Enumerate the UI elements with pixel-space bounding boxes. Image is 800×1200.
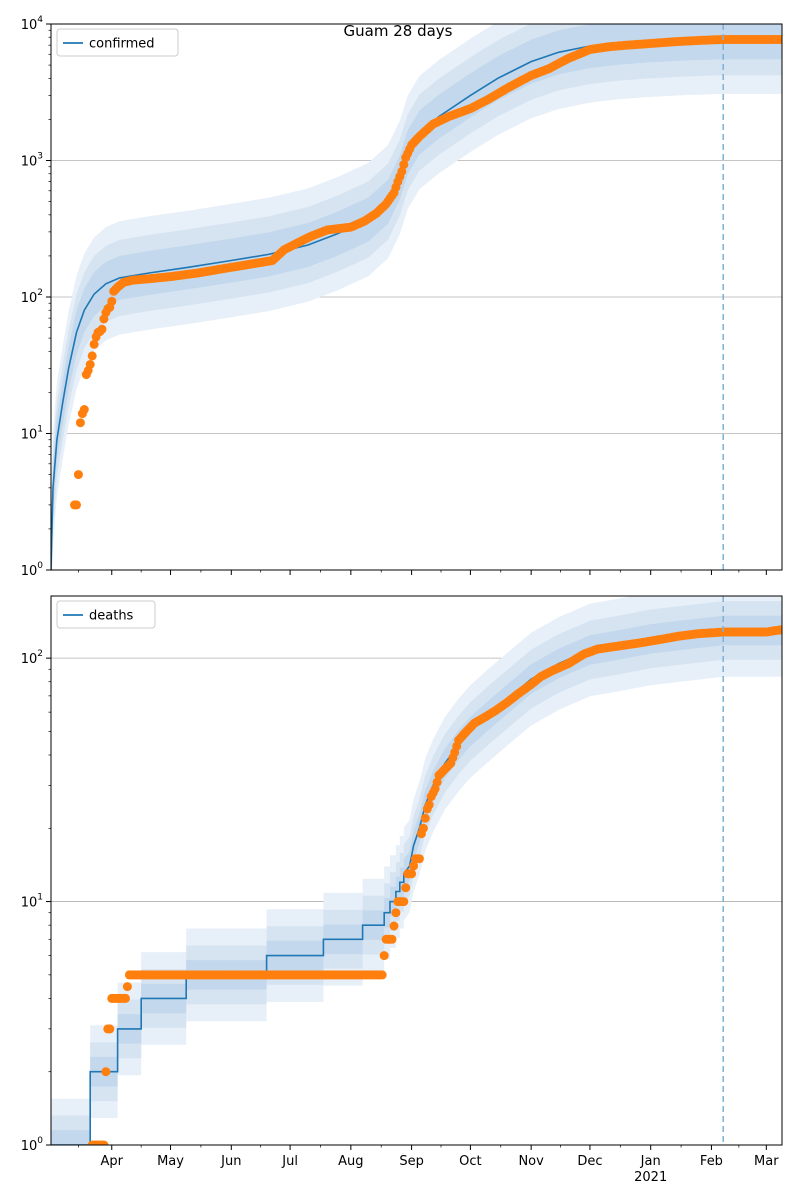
y-tick-exponent: 2 [37,288,43,298]
observed-point [101,1067,111,1077]
y-tick-label: 100 [21,1136,44,1154]
observed-point [377,970,387,980]
x-tick-label: Sep [399,1154,424,1169]
observed-point [414,854,424,864]
observed-point [89,339,99,349]
y-tick-exponent: 4 [37,15,43,25]
legend-box [56,600,156,629]
y-tick-exponent: 2 [37,649,43,659]
observed-point [85,360,95,369]
observed-point [72,500,81,510]
legend-label: confirmed [89,37,155,52]
observed-point [87,351,97,361]
x-tick-label: Apr [101,1154,124,1169]
observed-point [399,897,409,907]
y-tick-label: 104 [21,15,44,33]
observed-point [432,777,442,787]
observed-point [420,813,430,823]
y-tick-base: 10 [21,291,38,306]
y-tick-exponent: 0 [37,561,43,571]
observed-point [418,823,428,833]
y-tick-base: 10 [21,428,38,443]
observed-point [75,418,85,428]
observed-point [389,921,399,931]
y-tick-exponent: 3 [37,152,43,162]
y-tick-label: 101 [21,893,43,911]
figure-title: Guam 28 days [344,22,453,40]
x-tick-sublabel: 2021 [634,1170,667,1185]
observed-point [73,470,83,480]
x-tick-label: Nov [518,1154,544,1169]
legend: deaths [56,600,156,629]
observed-point [105,1024,115,1034]
y-tick-label: 100 [21,561,44,579]
x-tick-label: Feb [700,1154,723,1169]
x-tick-label: Mar [754,1154,779,1169]
observed-point [399,160,409,170]
observed-point [122,982,132,992]
axes-frame [50,595,783,1146]
observed-point [777,625,782,635]
observed-point [99,1140,109,1145]
x-tick-label: Jul [281,1154,298,1169]
y-tick-label: 102 [21,649,43,667]
observed-point [391,908,401,918]
uncertainty-band-2 [51,601,782,1145]
observed-point [379,951,389,961]
uncertainty-band-1 [51,596,782,1145]
x-tick-label: Dec [577,1154,602,1169]
x-tick-label: May [157,1154,184,1169]
x-tick-label: Oct [459,1154,481,1169]
model-line-confirmed [51,36,724,570]
observed-point [409,861,419,871]
y-tick-exponent: 0 [37,1136,43,1146]
x-tick-label: Jan [640,1154,661,1169]
observed-point [430,784,440,794]
y-tick-base: 10 [21,155,38,170]
observed-point [397,167,407,176]
y-tick-base: 10 [21,1139,38,1154]
legend: confirmed [56,28,179,57]
y-tick-exponent: 1 [37,425,43,435]
observed-point [79,405,89,414]
x-tick-label: Jun [220,1154,241,1169]
observed-point [121,993,130,1003]
observed-point [387,934,397,944]
observed-point [424,800,434,810]
y-tick-label: 101 [21,425,43,443]
y-tick-label: 103 [21,152,43,170]
observed-point [107,296,117,306]
legend-box [56,28,179,57]
observed-point [777,35,782,44]
y-tick-base: 10 [21,652,38,667]
x-tick-label: Aug [338,1154,363,1169]
y-tick-exponent: 1 [37,893,43,903]
legend-label: deaths [89,609,134,624]
y-tick-label: 102 [21,288,43,306]
y-tick-base: 10 [21,896,38,911]
observed-point [97,324,107,334]
observed-point [407,869,417,879]
y-tick-base: 10 [21,18,38,33]
observed-point [401,883,411,893]
y-tick-base: 10 [21,564,38,579]
